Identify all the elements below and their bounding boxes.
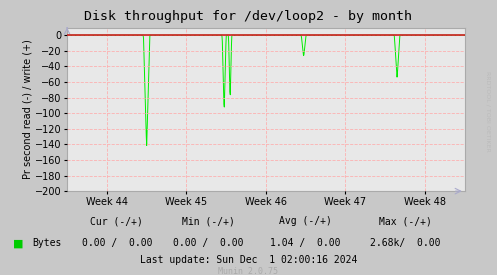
Text: Avg (-/+): Avg (-/+) bbox=[279, 216, 332, 226]
Text: Max (-/+): Max (-/+) bbox=[379, 216, 431, 226]
Text: RRDTOOL / TOBI OETIKER: RRDTOOL / TOBI OETIKER bbox=[486, 71, 491, 152]
Text: 0.00 /  0.00: 0.00 / 0.00 bbox=[173, 238, 244, 248]
Y-axis label: Pr second read (-) / write (+): Pr second read (-) / write (+) bbox=[22, 39, 32, 179]
Text: ■: ■ bbox=[13, 238, 24, 248]
Text: Bytes: Bytes bbox=[32, 238, 62, 248]
Text: 0.00 /  0.00: 0.00 / 0.00 bbox=[82, 238, 152, 248]
Text: Last update: Sun Dec  1 02:00:16 2024: Last update: Sun Dec 1 02:00:16 2024 bbox=[140, 255, 357, 265]
Text: Disk throughput for /dev/loop2 - by month: Disk throughput for /dev/loop2 - by mont… bbox=[84, 10, 413, 23]
Text: Cur (-/+): Cur (-/+) bbox=[90, 216, 143, 226]
Text: Min (-/+): Min (-/+) bbox=[182, 216, 235, 226]
Text: Munin 2.0.75: Munin 2.0.75 bbox=[219, 267, 278, 275]
Text: 2.68k/  0.00: 2.68k/ 0.00 bbox=[370, 238, 440, 248]
Text: 1.04 /  0.00: 1.04 / 0.00 bbox=[270, 238, 341, 248]
